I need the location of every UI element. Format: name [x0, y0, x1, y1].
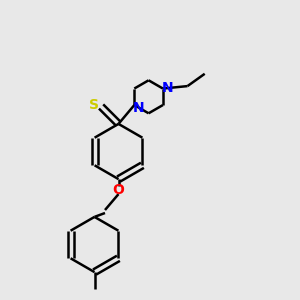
Text: O: O: [112, 184, 124, 197]
Text: N: N: [133, 101, 144, 115]
Text: N: N: [162, 81, 173, 95]
Text: S: S: [89, 98, 99, 112]
